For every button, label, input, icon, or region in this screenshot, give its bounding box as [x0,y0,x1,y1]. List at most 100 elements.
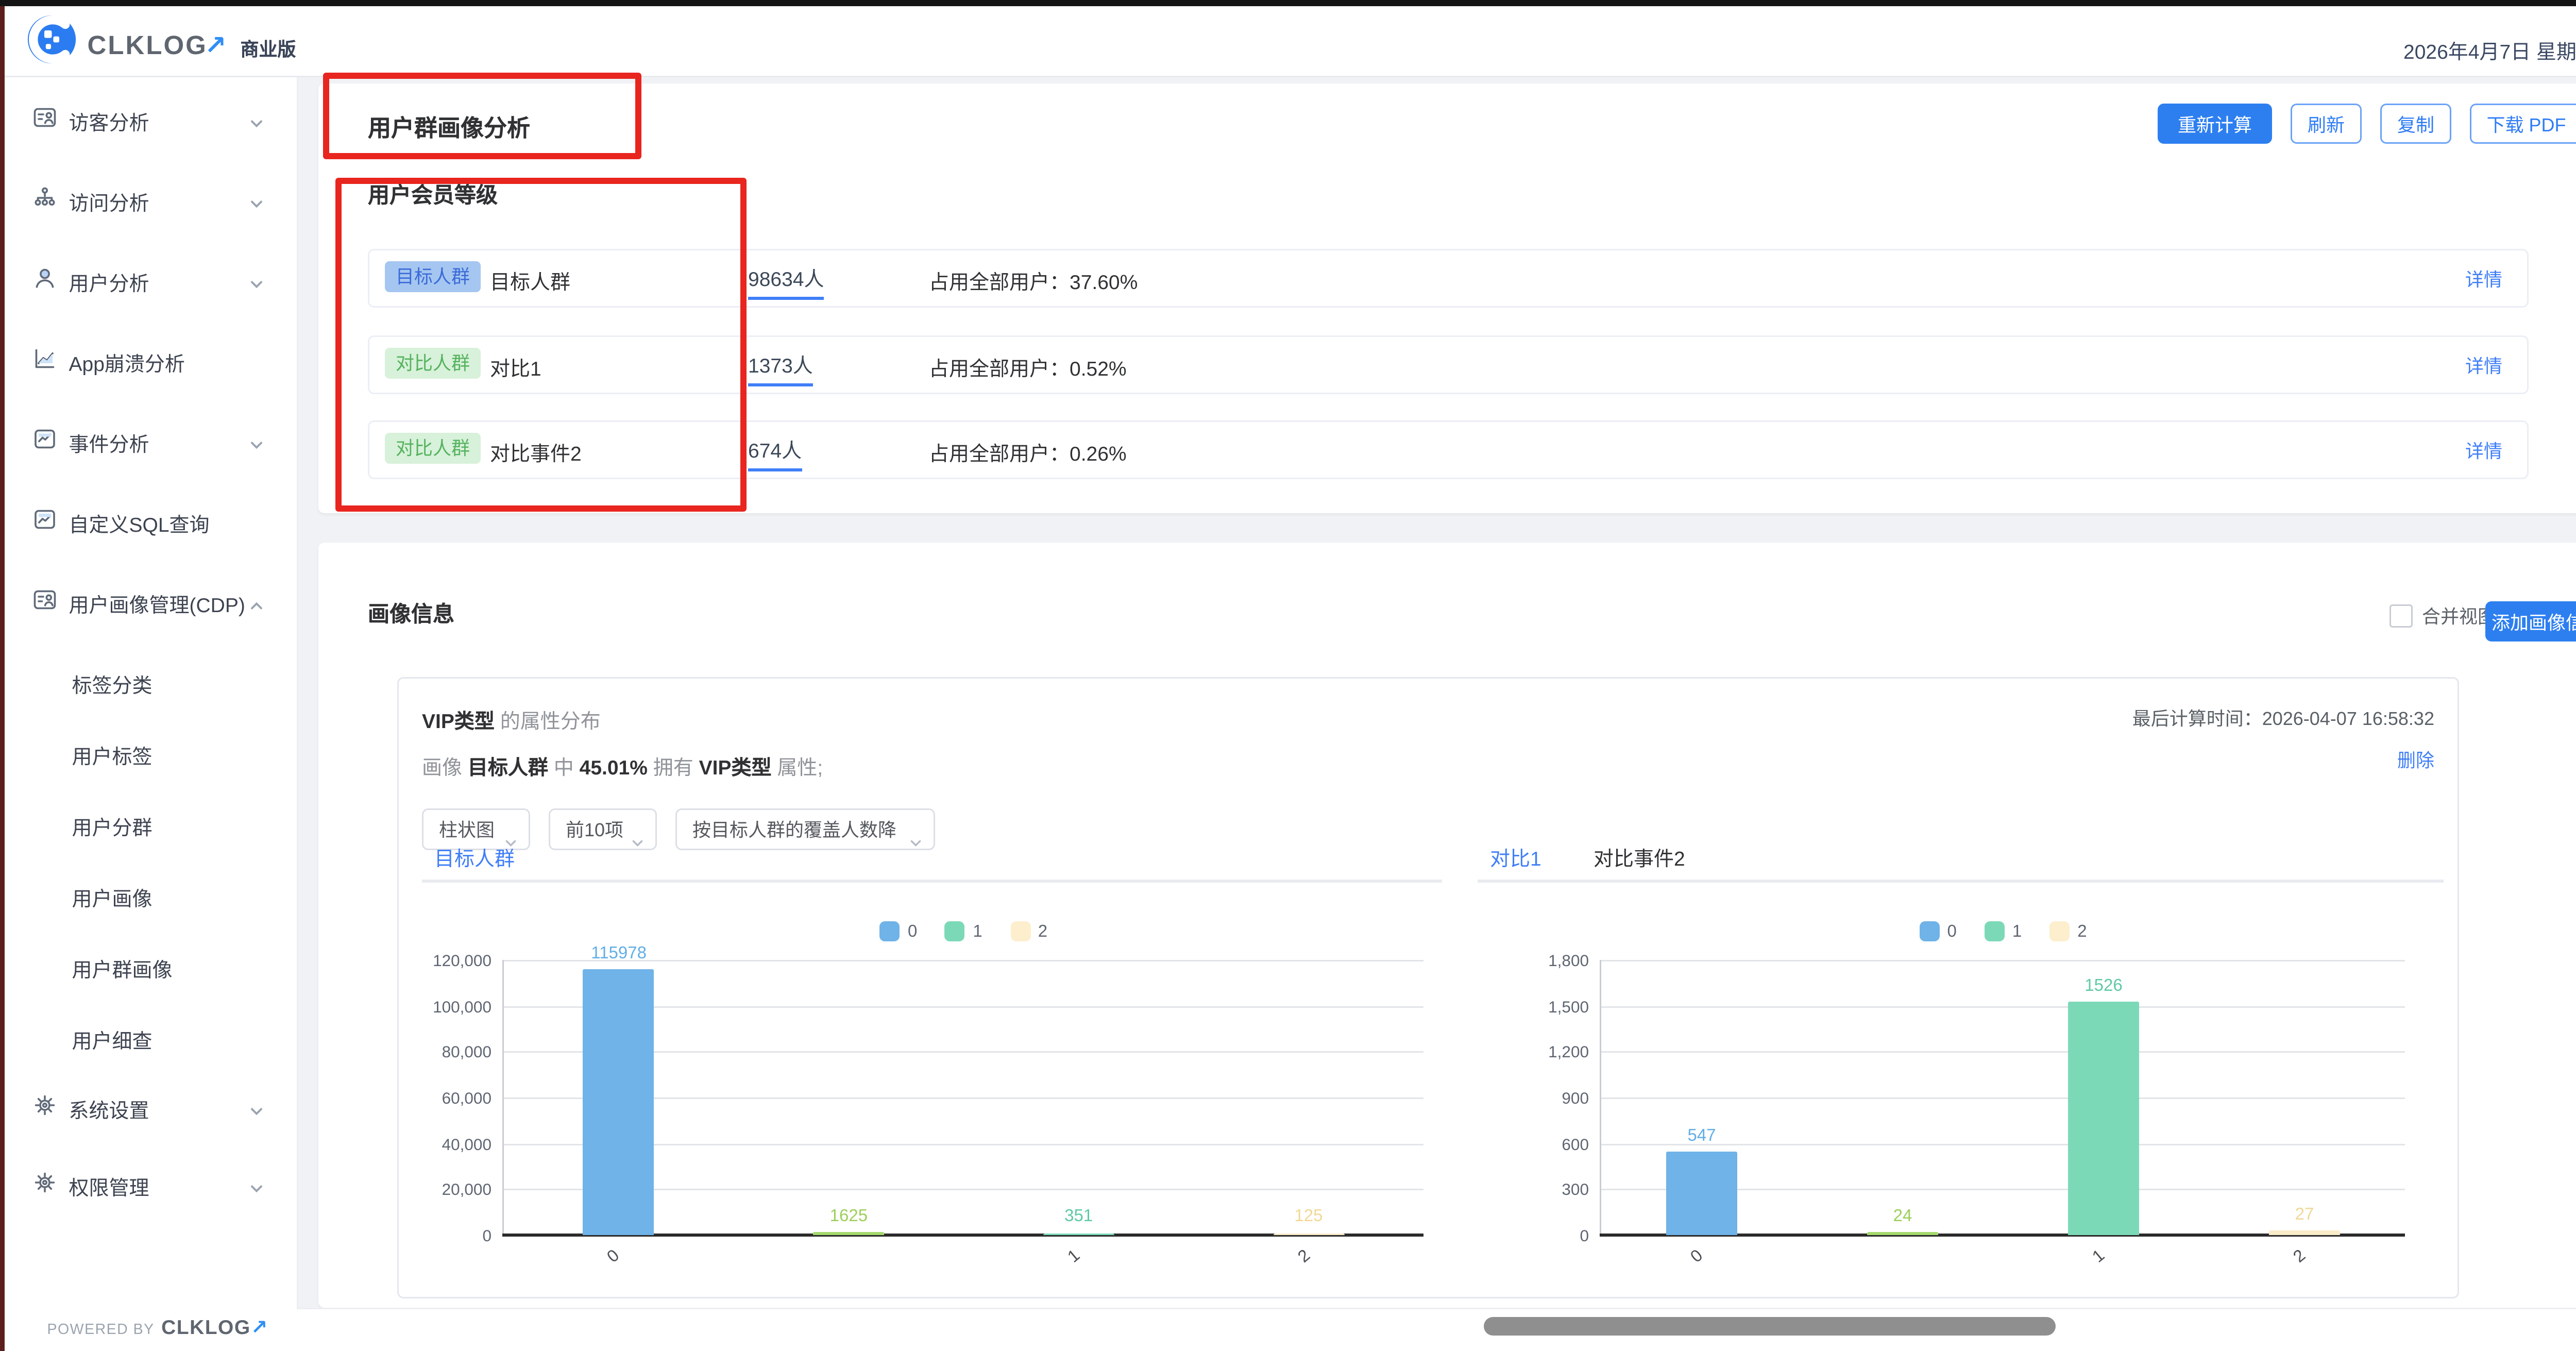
group-percent: 占用全部用户：0.26% [929,442,1127,465]
y-axis-tick: 0 [1580,1227,1589,1246]
y-axis-tick: 20,000 [442,1181,492,1200]
x-axis-label: 2 [1294,1246,1314,1267]
chevron-down-icon [504,824,518,847]
gridline [1601,1051,2405,1053]
group-tag: 对比人群 [385,347,481,378]
attribute-summary: 画像 目标人群 中 45.01% 拥有 VIP类型 属性; [422,756,823,779]
sidebar-subitem-用户分群[interactable]: 用户分群 [72,816,152,839]
y-axis-tick: 600 [1562,1136,1589,1155]
legend-swatch-icon [1919,921,1940,941]
group-count-link[interactable]: 1373人 [748,349,813,386]
sidebar-item-访客分析[interactable]: 访客分析 [4,77,297,158]
copy-button[interactable]: 复制 [2380,104,2451,144]
line-chart-icon [32,346,57,371]
member-row: 对比人群 对比事件2 674人 占用全部用户：0.26% 详情 [368,420,2529,479]
chevron-down-icon [248,1099,264,1116]
bar-2[interactable] [2269,1230,2340,1235]
gear-icon [32,1170,57,1195]
group-name: 对比1 [490,356,541,380]
y-axis-tick: 1,500 [1548,998,1589,1017]
horizontal-scrollbar-track[interactable] [297,1308,2576,1351]
x-axis [1600,1234,2405,1237]
bar-value-label: 1625 [829,1207,868,1226]
select-dropdown[interactable]: 柱状图 [422,808,530,850]
legend-item-2[interactable]: 2 [1010,921,1047,941]
gridline [504,1097,1423,1099]
delete-link[interactable]: 删除 [2397,750,2434,771]
sidebar-item-用户分析[interactable]: 用户分析 [4,238,297,318]
group-count-link[interactable]: 98634人 [748,263,824,300]
sidebar-item-App崩溃分析[interactable]: App崩溃分析 [4,318,297,399]
sidebar-subitem-用户群画像[interactable]: 用户群画像 [72,958,173,982]
target-group-chart-panel: 目标人群 0 1 2 115978 0 1625 351 1 125 2 0 20,000 40,000 6… [422,839,1442,1288]
group-percent: 占用全部用户：37.60% [929,271,1138,294]
sidebar-footer: POWERED BY CLKLOG↗ [47,1314,268,1342]
download-pdf-button[interactable]: 下载 PDF [2470,104,2576,144]
add-portrait-button[interactable]: 添加画像信息 [2485,601,2576,674]
legend-item-0[interactable]: 0 [1919,921,1957,941]
select-dropdown[interactable]: 前10项 [549,808,657,850]
sidebar-subitem-用户细查[interactable]: 用户细查 [72,1029,152,1053]
y-axis-tick: 60,000 [442,1090,492,1108]
bar-0[interactable] [583,969,655,1235]
refresh-button[interactable]: 刷新 [2291,104,2362,144]
gridline [504,1006,1423,1008]
y-axis-tick: 300 [1562,1181,1589,1200]
chevron-down-icon [248,272,264,289]
sidebar-item-系统设置[interactable]: 系统设置 [4,1065,297,1142]
detail-link[interactable]: 详情 [2465,354,2502,377]
bar-value-label: 1526 [2084,977,2123,995]
y-axis [502,960,504,1235]
sidebar-subitem-用户画像[interactable]: 用户画像 [72,887,152,910]
tab-对比事件2[interactable]: 对比事件2 [1594,847,1685,870]
select-dropdown[interactable]: 按目标人群的覆盖人数降 [675,808,935,850]
bar-1[interactable] [1043,1234,1114,1235]
bar-value-label: 115978 [591,944,647,963]
chart-legend: 0 1 2 [504,921,1423,941]
legend-item-0[interactable]: 0 [879,921,917,941]
legend-item-2[interactable]: 2 [2049,921,2087,941]
sidebar: 访客分析 访问分析 用户分析 App崩溃分析 事件分析 自定义SQL查询 用户画像管理(CD… [4,77,298,1351]
group-name: 目标人群 [490,271,571,294]
gridline [504,960,1423,961]
group-count-link[interactable]: 674人 [748,434,802,471]
profile-card-icon [32,587,57,612]
chevron-down-icon [248,1176,264,1193]
detail-link[interactable]: 详情 [2465,441,2502,462]
sidebar-item-事件分析[interactable]: 事件分析 [4,399,297,479]
x-axis-label: 2 [2290,1246,2310,1267]
detail-link[interactable]: 详情 [2465,269,2502,291]
bar-1[interactable] [2068,1002,2139,1235]
bar-chart-plot: 547 0 24 1526 1 27 2 [1600,960,2405,1267]
user-icon [32,266,57,291]
group-tag: 对比人群 [385,433,481,464]
legend-swatch-icon [879,921,900,941]
chevron-down-icon [248,192,264,208]
sidebar-item-访问分析[interactable]: 访问分析 [4,158,297,238]
sidebar-subitem-用户标签[interactable]: 用户标签 [72,745,152,768]
bar-[interactable] [813,1232,885,1235]
brand-name: CLKLOG↗ [87,31,228,60]
x-axis-label: 1 [1064,1246,1084,1267]
y-axis-tick: 0 [482,1227,492,1246]
group-name: 对比事件2 [490,442,582,465]
bar-2[interactable] [1273,1234,1344,1235]
sidebar-item-权限管理[interactable]: 权限管理 [4,1142,297,1220]
member-level-title: 用户会员等级 [368,182,498,207]
bar-0[interactable] [1666,1152,1737,1235]
group-tag: 目标人群 [385,261,481,292]
y-axis-tick: 900 [1562,1090,1589,1108]
merge-view-checkbox[interactable] [2389,604,2413,628]
tab-对比1[interactable]: 对比1 [1490,847,1541,870]
sidebar-subitem-标签分类[interactable]: 标签分类 [72,674,152,697]
horizontal-scrollbar-thumb[interactable] [1484,1317,2056,1336]
bar-[interactable] [1867,1232,1938,1235]
powered-by-label: POWERED BY [47,1322,155,1339]
bar-value-label: 27 [2295,1206,2314,1224]
legend-item-1[interactable]: 1 [945,921,982,941]
legend-item-1[interactable]: 1 [1984,921,2022,941]
sidebar-item-自定义SQL查询[interactable]: 自定义SQL查询 [4,479,297,560]
tab-目标人群[interactable]: 目标人群 [434,847,515,870]
recalculate-button[interactable]: 重新计算 [2158,104,2272,144]
sidebar-item-用户画像管理(CDP)[interactable]: 用户画像管理(CDP) [4,560,297,640]
